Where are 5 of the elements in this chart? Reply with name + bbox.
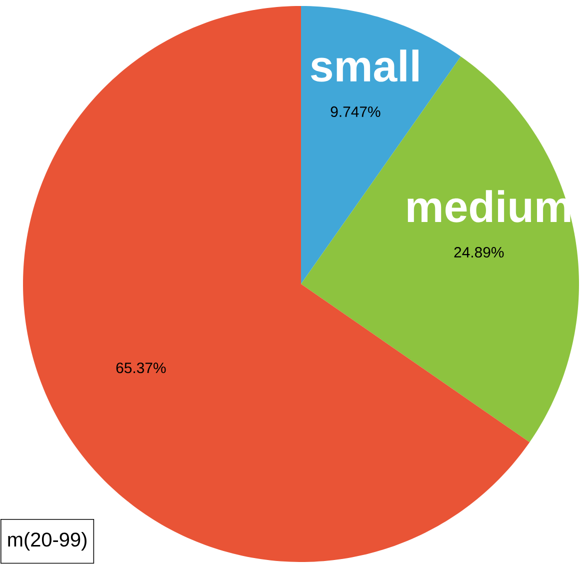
text: m(20-99) — [8, 532, 86, 551]
slice-label: small — [310, 50, 418, 82]
data-label: 65.37% — [116, 362, 166, 374]
data-label: 9.747% — [330, 106, 380, 117]
data-label: 24.89% — [454, 246, 504, 258]
